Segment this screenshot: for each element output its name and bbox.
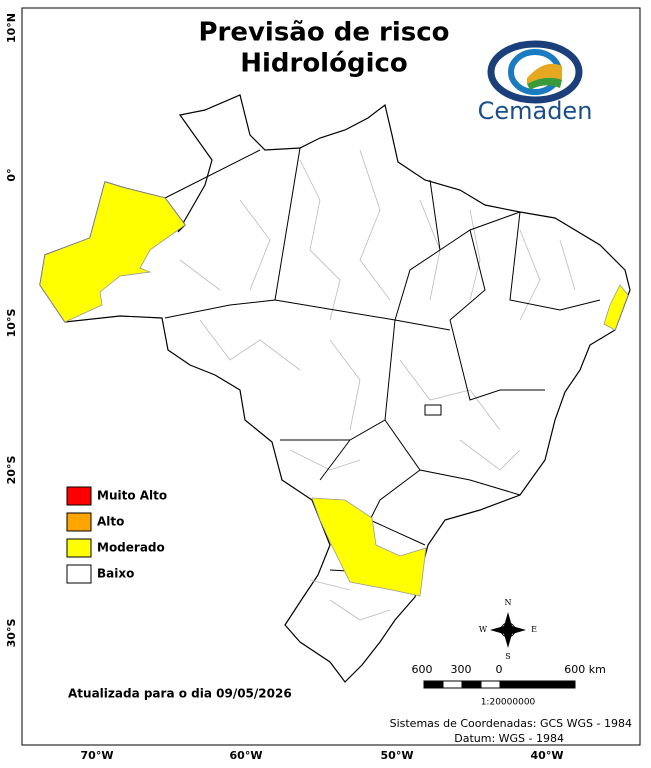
latitude-label: 20°S xyxy=(5,456,18,485)
latitude-labels: 10°N 0° 10°S 20°S 30°S xyxy=(5,13,18,647)
state-borders xyxy=(164,147,601,576)
legend-label: Moderado xyxy=(97,541,165,555)
latitude-label: 30°S xyxy=(5,619,18,648)
scale-label: 600 xyxy=(412,663,433,676)
scale-ratio: 1:20000000 xyxy=(481,698,536,708)
legend-swatch xyxy=(66,486,92,506)
legend: Muito Alto Alto Moderado Baixo xyxy=(66,486,167,584)
legend-swatch xyxy=(66,564,92,584)
datum: Datum: WGS - 1984 xyxy=(454,732,564,745)
moderate-region xyxy=(311,497,427,597)
scale-label: 300 xyxy=(451,663,472,676)
legend-swatch xyxy=(66,512,92,532)
moderate-region xyxy=(39,181,186,323)
map-title: Hidrológico xyxy=(240,49,408,79)
country-outline xyxy=(39,94,631,683)
longitude-label: 70°W xyxy=(81,749,114,762)
compass-e: E xyxy=(531,625,537,634)
compass-w: W xyxy=(479,625,488,634)
logo: Cemaden xyxy=(478,40,593,125)
compass-rose: N S W E xyxy=(479,598,537,661)
municipal-borders xyxy=(179,149,576,621)
compass-s: S xyxy=(505,652,510,661)
scale-bar xyxy=(423,680,576,689)
scale-label: 600 km xyxy=(564,663,606,676)
latitude-label: 10°N xyxy=(5,13,18,43)
longitude-label: 50°W xyxy=(381,749,414,762)
update-date: Atualizada para o dia 09/05/2026 xyxy=(68,687,292,701)
legend-label: Baixo xyxy=(97,567,134,581)
legend-label: Alto xyxy=(97,515,124,529)
map-title: Previsão de risco xyxy=(198,18,449,48)
legend-label: Muito Alto xyxy=(97,489,167,503)
latitude-label: 0° xyxy=(5,168,18,181)
logo-text: Cemaden xyxy=(478,97,593,125)
legend-swatch xyxy=(66,538,92,558)
longitude-label: 40°W xyxy=(531,749,564,762)
longitude-labels: 70°W 60°W 50°W 40°W xyxy=(81,749,564,762)
scale-label: 0 xyxy=(496,663,503,676)
latitude-label: 10°S xyxy=(5,309,18,338)
longitude-label: 60°W xyxy=(230,749,263,762)
compass-n: N xyxy=(505,598,512,607)
risk-regions xyxy=(39,181,629,597)
coordinate-system: Sistemas de Coordenadas: GCS WGS - 1984 xyxy=(390,717,632,730)
moderate-region xyxy=(603,284,629,331)
